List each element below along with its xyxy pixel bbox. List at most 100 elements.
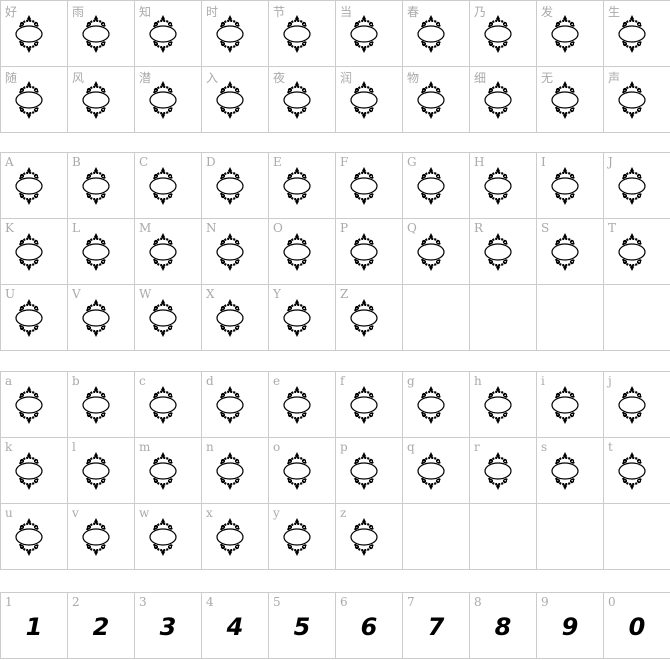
- glyph-label: g: [407, 374, 415, 388]
- glyph-label: P: [340, 221, 349, 235]
- glyph-cell: z: [336, 504, 403, 570]
- glyph-cell: P: [336, 219, 403, 285]
- glyph-label: 无: [541, 71, 554, 85]
- digit-glyph: 4: [226, 613, 244, 641]
- ornamental-frame-icon: [216, 452, 244, 490]
- glyph-cell: 细: [470, 67, 537, 133]
- ornamental-frame-icon: [484, 452, 512, 490]
- ornamental-frame-icon: [283, 518, 311, 556]
- ornamental-frame-icon: [551, 386, 579, 424]
- glyph-cell: S: [537, 219, 604, 285]
- ornamental-frame-icon: [149, 15, 177, 53]
- ornamental-frame-icon: [149, 81, 177, 119]
- ornamental-frame-icon: [417, 452, 445, 490]
- glyph-cell: 入: [202, 67, 269, 133]
- glyph-cell: y: [269, 504, 336, 570]
- glyph-label: 当: [340, 5, 353, 19]
- glyph-cell: f: [336, 372, 403, 438]
- glyph-label: w: [139, 506, 150, 520]
- glyph-label: c: [139, 374, 146, 388]
- glyph-label: v: [72, 506, 79, 520]
- glyph-label: 0: [608, 595, 616, 609]
- glyph-label: 发: [541, 5, 554, 19]
- ornamental-frame-icon: [82, 233, 110, 271]
- glyph-cell: s: [537, 438, 604, 504]
- glyph-cell: u: [1, 504, 68, 570]
- glyph-label: m: [139, 440, 151, 454]
- glyph-cell: J: [604, 153, 670, 219]
- digit-glyph: 8: [494, 613, 512, 641]
- glyph-cell: g: [403, 372, 470, 438]
- digit-glyph: 9: [561, 613, 579, 641]
- glyph-cell: X: [202, 285, 269, 351]
- glyph-cell: h: [470, 372, 537, 438]
- glyph-label: u: [5, 506, 13, 520]
- section-chinese: 好 雨 知 时 节 当 春 乃 发 生随 风 潜 入 夜 润 物 细 无 声: [0, 0, 670, 133]
- ornamental-frame-icon: [149, 518, 177, 556]
- glyph-cell: H: [470, 153, 537, 219]
- ornamental-frame-icon: [15, 233, 43, 271]
- ornamental-frame-icon: [15, 81, 43, 119]
- glyph-cell: M: [135, 219, 202, 285]
- glyph-cell: [470, 504, 537, 570]
- glyph-cell: I: [537, 153, 604, 219]
- glyph-label: 生: [608, 5, 621, 19]
- glyph-label: 时: [206, 5, 219, 19]
- glyph-label: B: [72, 155, 81, 169]
- glyph-label: 好: [5, 5, 18, 19]
- glyph-cell: n: [202, 438, 269, 504]
- glyph-label: W: [139, 287, 152, 301]
- ornamental-frame-icon: [15, 452, 43, 490]
- ornamental-frame-icon: [149, 386, 177, 424]
- glyph-cell: O: [269, 219, 336, 285]
- ornamental-frame-icon: [149, 452, 177, 490]
- glyph-cell: t: [604, 438, 670, 504]
- glyph-label: k: [5, 440, 13, 454]
- ornamental-frame-icon: [283, 15, 311, 53]
- glyph-label: y: [273, 506, 280, 520]
- glyph-label: 7: [407, 595, 415, 609]
- ornamental-frame-icon: [216, 81, 244, 119]
- glyph-label: 节: [273, 5, 286, 19]
- glyph-cell: [470, 285, 537, 351]
- glyph-label: O: [273, 221, 283, 235]
- ornamental-frame-icon: [149, 233, 177, 271]
- glyph-label: 9: [541, 595, 549, 609]
- digit-glyph: 2: [92, 613, 110, 641]
- glyph-cell: V: [68, 285, 135, 351]
- glyph-cell: K: [1, 219, 68, 285]
- glyph-label: 潜: [139, 71, 152, 85]
- ornamental-frame-icon: [350, 299, 378, 337]
- ornamental-frame-icon: [618, 386, 646, 424]
- glyph-cell: [537, 504, 604, 570]
- glyph-cell: Z: [336, 285, 403, 351]
- ornamental-frame-icon: [283, 452, 311, 490]
- glyph-cell: q: [403, 438, 470, 504]
- glyph-cell: 风: [68, 67, 135, 133]
- glyph-label: t: [608, 440, 613, 454]
- glyph-cell: 潜: [135, 67, 202, 133]
- ornamental-frame-icon: [216, 233, 244, 271]
- glyph-cell: 当: [336, 1, 403, 67]
- glyph-cell: C: [135, 153, 202, 219]
- glyph-cell: G: [403, 153, 470, 219]
- glyph-label: 夜: [273, 71, 286, 85]
- glyph-cell: w: [135, 504, 202, 570]
- glyph-cell: b: [68, 372, 135, 438]
- ornamental-frame-icon: [417, 233, 445, 271]
- ornamental-frame-icon: [618, 15, 646, 53]
- ornamental-frame-icon: [283, 167, 311, 205]
- glyph-label: D: [206, 155, 216, 169]
- ornamental-frame-icon: [216, 299, 244, 337]
- glyph-cell: [403, 504, 470, 570]
- glyph-cell: 乃: [470, 1, 537, 67]
- ornamental-frame-icon: [15, 386, 43, 424]
- glyph-cell: B: [68, 153, 135, 219]
- glyph-cell: i: [537, 372, 604, 438]
- glyph-label: A: [5, 155, 14, 169]
- glyph-label: G: [407, 155, 417, 169]
- ornamental-frame-icon: [15, 167, 43, 205]
- glyph-label: 春: [407, 5, 420, 19]
